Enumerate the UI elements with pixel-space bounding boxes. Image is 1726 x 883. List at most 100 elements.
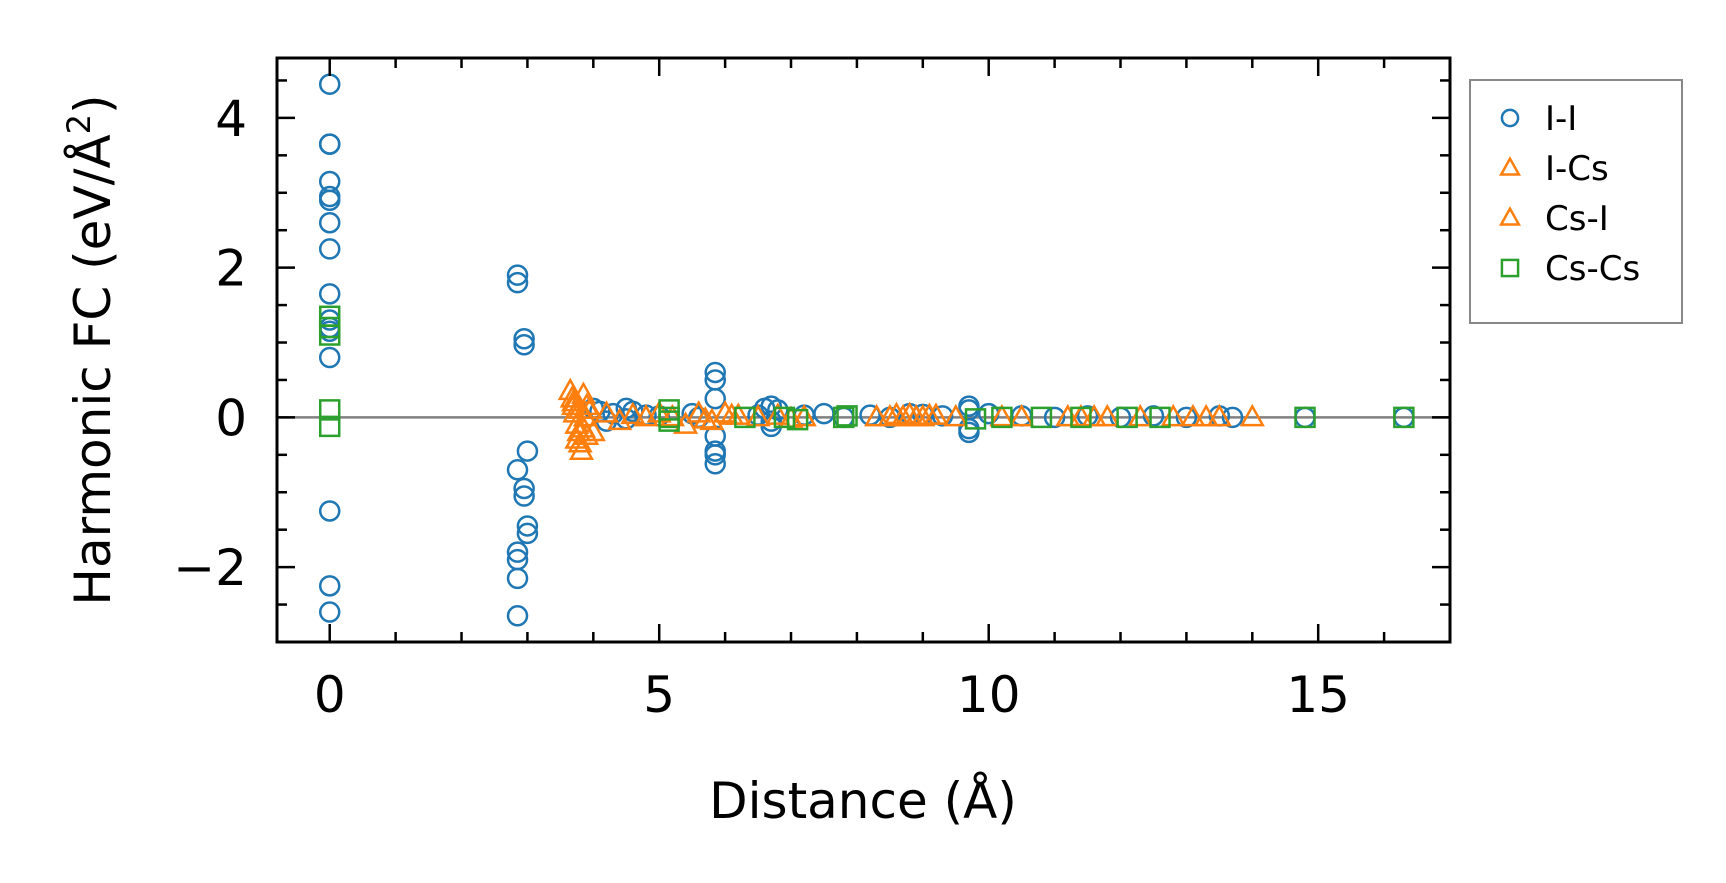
data-point-i-i: [704, 453, 726, 475]
data-point-i-cs: [712, 400, 738, 423]
data-point-cs-i: [567, 396, 593, 419]
data-point-i-cs: [560, 392, 587, 416]
data-point-i-cs: [910, 403, 936, 427]
data-point-i-cs: [943, 403, 969, 427]
data-point-cs-cs: [658, 410, 680, 432]
data-point-i-cs: [672, 411, 699, 434]
y-axis-label: Harmonic FC (eV/Å2): [60, 94, 122, 605]
data-point-i-cs: [699, 407, 725, 431]
data-point-i-i: [506, 541, 529, 563]
data-point-i-i: [318, 238, 341, 260]
data-point-cs-i: [791, 403, 817, 427]
legend-item-i-i: I-I: [1500, 99, 1577, 139]
data-point-cs-cs: [1294, 406, 1316, 429]
data-point-i-i: [506, 271, 529, 294]
data-point-cs-cs: [832, 406, 855, 429]
data-point-i-i: [704, 387, 726, 410]
tick-labels-layer: 0 5 10 15 −2 0 2 4: [173, 90, 1350, 724]
data-point-cs-cs: [318, 399, 341, 421]
data-point-i-cs: [1239, 403, 1265, 427]
data-point-i-i: [958, 421, 980, 444]
y-axis-label-main: Harmonic FC (eV/Å: [64, 134, 122, 605]
series-layer: [318, 73, 1415, 627]
data-point-i-i: [318, 189, 341, 212]
data-point-i-i: [506, 605, 529, 627]
data-point-i-i: [513, 328, 535, 350]
x-tick-label: 10: [957, 666, 1021, 724]
y-tick-label: 0: [215, 389, 247, 447]
data-point-i-cs: [568, 437, 595, 461]
data-point-i-i: [1175, 406, 1198, 429]
series-cs-cs: [318, 305, 1415, 438]
data-point-i-cs: [564, 411, 590, 434]
data-point-cs-i: [1180, 403, 1206, 427]
data-point-i-i: [516, 522, 539, 545]
data-point-cs-i: [564, 426, 590, 449]
series-cs-i: [560, 388, 1206, 449]
legend-label-cs-i: Cs-I: [1545, 199, 1609, 239]
legend-box: [1469, 79, 1683, 324]
data-point-i-cs: [745, 403, 771, 427]
x-tick-label: 5: [643, 666, 675, 724]
data-point-i-cs: [877, 403, 903, 427]
data-point-i-i: [506, 567, 529, 590]
legend-item-i-cs: I-Cs: [1498, 149, 1609, 189]
data-point-i-i: [318, 283, 341, 305]
data-point-i-i: [318, 133, 341, 155]
data-point-cs-i: [692, 406, 718, 429]
data-point-i-i: [318, 575, 341, 597]
data-point-i-i: [704, 361, 726, 384]
legend-marker-i-cs: [1498, 156, 1522, 176]
data-point-cs-i: [580, 418, 606, 442]
data-point-i-i: [516, 515, 539, 537]
data-point-cs-cs: [318, 415, 341, 438]
legend-label-cs-cs: Cs-Cs: [1545, 249, 1640, 289]
legend-item-cs-i: Cs-I: [1498, 199, 1609, 239]
data-point-i-cs: [765, 402, 791, 425]
data-point-cs-cs: [1070, 406, 1092, 429]
legend-marker-cs-i: [1498, 206, 1522, 226]
y-tick-label: 2: [215, 240, 247, 298]
y-tick-label: −2: [173, 539, 247, 597]
data-point-cs-i: [574, 392, 600, 416]
data-point-i-i: [513, 334, 535, 356]
data-point-cs-cs: [964, 408, 987, 430]
data-point-i-i: [931, 405, 954, 427]
data-point-i-i: [513, 485, 535, 507]
data-point-i-cs: [1193, 403, 1219, 427]
data-point-i-i: [516, 440, 539, 462]
data-point-cs-cs: [1393, 406, 1415, 429]
data-point-cs-cs: [773, 406, 796, 429]
legend: I-I I-Cs Cs-I Cs-Cs: [1469, 79, 1683, 324]
data-point-i-i: [506, 264, 529, 286]
data-point-cs-cs: [1149, 406, 1171, 429]
data-point-cs-cs: [318, 324, 341, 346]
data-point-cs-i: [719, 402, 745, 425]
data-point-cs-cs: [836, 405, 858, 427]
data-point-i-i: [1142, 405, 1165, 427]
legend-items: I-I I-Cs Cs-I Cs-Cs: [1498, 99, 1640, 289]
legend-marker-cs-cs: [1500, 258, 1520, 278]
legend-item-cs-cs: Cs-Cs: [1500, 249, 1640, 289]
data-point-cs-i: [1127, 403, 1153, 427]
data-point-i-i: [1043, 406, 1066, 429]
data-point-i-i: [513, 477, 535, 500]
data-point-cs-i: [620, 401, 646, 425]
data-point-cs-cs: [734, 406, 756, 429]
data-point-i-i: [318, 211, 341, 234]
data-point-cs-i: [570, 415, 597, 438]
plot-frame: [275, 56, 1452, 644]
data-point-i-cs: [1055, 403, 1081, 427]
data-point-i-cs: [1160, 403, 1186, 427]
data-point-i-cs: [593, 400, 620, 423]
data-point-cs-i: [916, 402, 942, 425]
data-point-i-cs: [562, 400, 588, 423]
legend-label-i-cs: I-Cs: [1545, 149, 1609, 189]
y-axis-label-superscript: 2: [60, 114, 98, 134]
data-point-i-cs: [1081, 403, 1107, 427]
data-point-cs-cs: [1030, 406, 1053, 429]
data-point-i-i: [704, 444, 726, 466]
data-point-i-i: [318, 601, 341, 623]
